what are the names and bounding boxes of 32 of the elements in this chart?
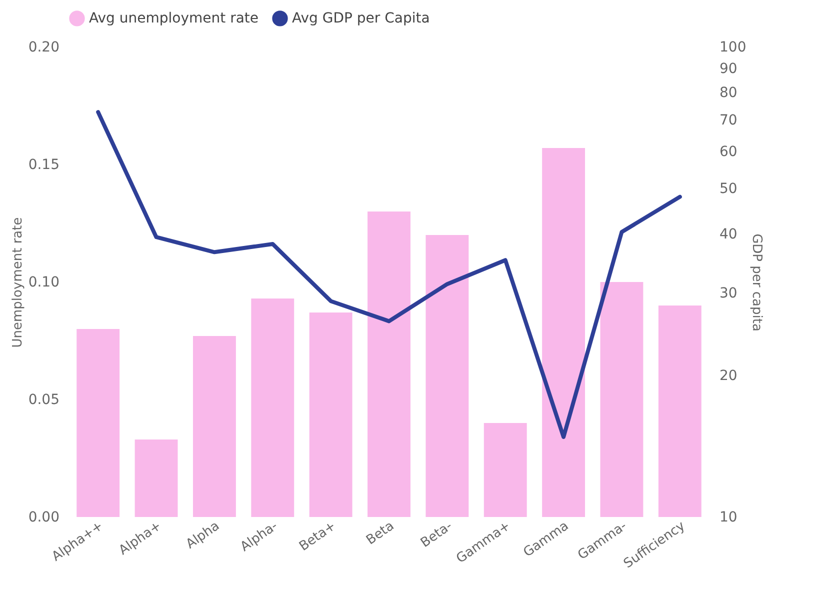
y2-axis-title: GDP per capita bbox=[749, 234, 764, 332]
bar bbox=[658, 306, 702, 517]
y2-tick-label: 100 bbox=[720, 40, 746, 56]
legend-label: Avg unemployment rate bbox=[89, 10, 259, 26]
y2-tick-label: 20 bbox=[720, 368, 738, 384]
bar bbox=[484, 423, 527, 517]
y2-tick-label: 70 bbox=[720, 112, 738, 128]
y2-tick-label: 30 bbox=[720, 285, 738, 302]
y-axis-title: Unemployment rate bbox=[10, 217, 26, 348]
y2-tick-label: 60 bbox=[720, 144, 738, 160]
y-tick-label: 0.10 bbox=[28, 274, 60, 290]
bar bbox=[192, 336, 236, 517]
y2-tick-label: 80 bbox=[720, 85, 738, 102]
bar bbox=[251, 298, 294, 517]
bar bbox=[600, 282, 644, 517]
y-tick-label: 0.05 bbox=[28, 392, 60, 408]
y-tick-label: 0.00 bbox=[28, 510, 60, 526]
y-tick-label: 0.20 bbox=[28, 40, 60, 56]
line-series bbox=[96, 110, 682, 439]
y2-tick-label: 40 bbox=[720, 226, 738, 243]
bar bbox=[76, 329, 120, 517]
legend-label: Avg GDP per Capita bbox=[292, 10, 430, 26]
bar bbox=[309, 312, 352, 517]
bar bbox=[542, 148, 586, 517]
bar bbox=[368, 212, 410, 517]
x-tick-label: Beta bbox=[364, 518, 398, 548]
y2-tick-label: 50 bbox=[720, 180, 738, 197]
bar bbox=[426, 235, 469, 517]
y2-tick-label: 10 bbox=[720, 510, 738, 526]
bar bbox=[134, 439, 178, 517]
y2-tick-label: 90 bbox=[720, 61, 738, 78]
y-tick-label: 0.15 bbox=[28, 157, 60, 173]
